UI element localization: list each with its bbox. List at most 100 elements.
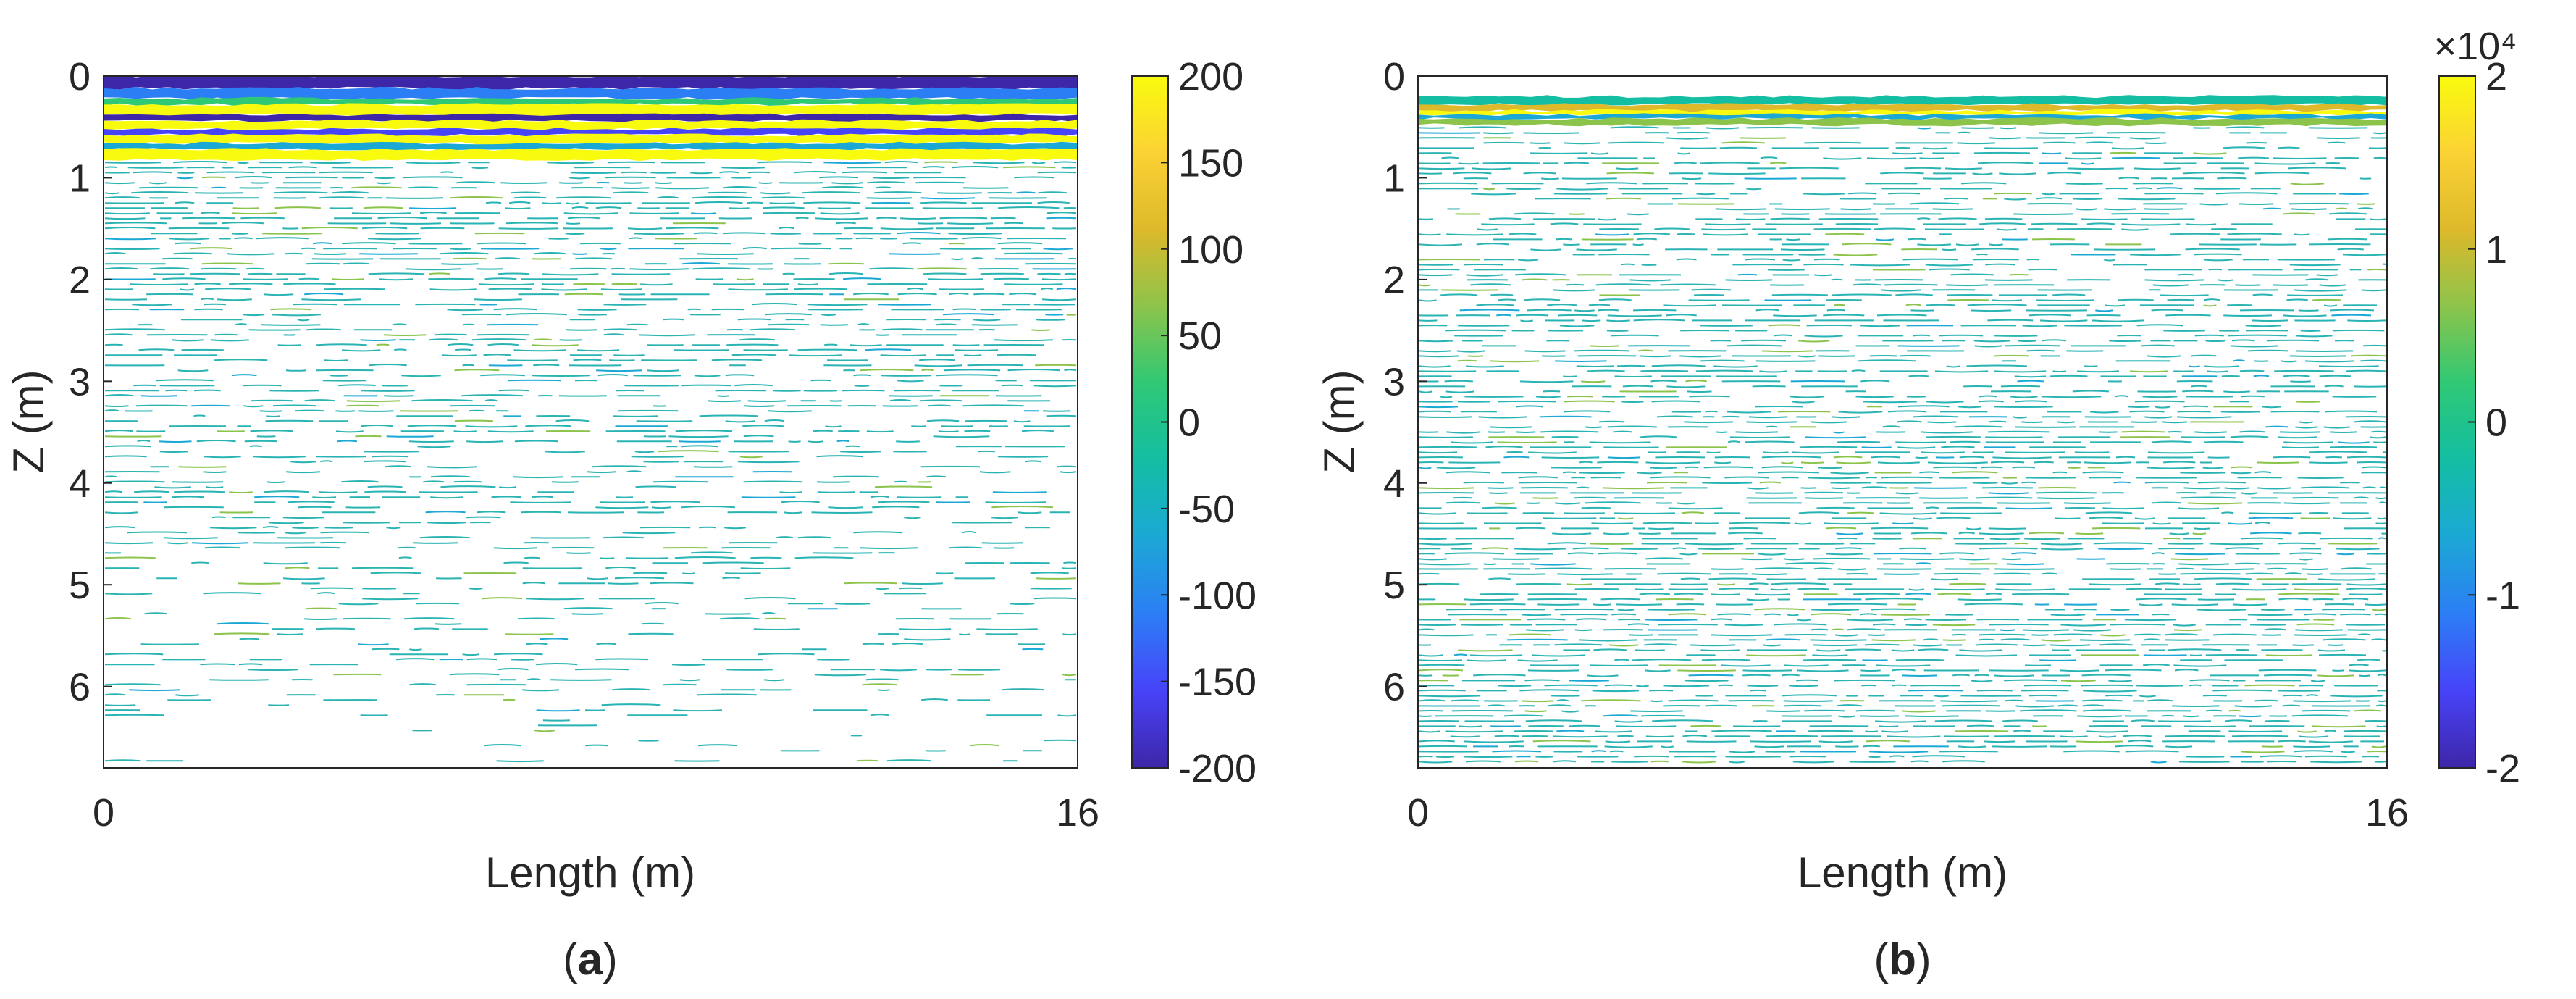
contour-line [1706,451,1721,454]
contour-line [177,369,209,372]
contour-line [1527,618,1566,621]
contour-line [1925,619,1967,621]
contour-line [693,232,718,235]
contour-line [1663,685,1710,687]
contour-line [2248,517,2294,519]
contour-line [304,292,344,296]
contour-line [277,344,301,346]
contour-line [1597,461,1639,464]
reflection-band [104,75,1078,90]
contour-line [1532,654,1586,657]
contour-line [462,653,479,656]
contour-line [779,227,794,230]
contour-line [2050,375,2088,377]
contour-line [739,456,763,459]
contour-line [1812,654,1848,657]
caption-open-a: ( [563,935,578,985]
contour-line [2365,603,2386,606]
contour-line [878,304,931,306]
contour-line [627,227,663,230]
contour-line [1872,623,1896,626]
contour-line [1614,659,1629,661]
contour-line [1419,167,1465,170]
contour-line [2204,440,2244,443]
contour-line [1871,608,1916,611]
contour-line [1865,730,1879,732]
contour-line [1528,451,1577,454]
contour-line [825,425,842,428]
y-tick-label: 6 [69,666,91,709]
contour-line [1419,233,1441,236]
contour-line [2089,517,2123,519]
contour-line [1955,654,2018,657]
contour-line [2257,461,2299,464]
contour-line [1660,283,1716,286]
contour-line [2346,588,2386,590]
contour-line [1687,390,1712,393]
contour-line [2358,633,2371,636]
contour-line [409,648,422,651]
contour-line [2165,735,2225,737]
contour-line [2323,304,2338,307]
contour-line [1728,532,1763,535]
contour-line [728,288,788,291]
colorbar-tick-label: 100 [1178,228,1243,272]
contour-line [2289,552,2322,555]
contour-line [1591,522,1633,524]
contour-line [1881,476,1933,479]
contour-line [2329,212,2367,215]
contour-line [1892,522,1914,525]
contour-line [702,561,764,564]
contour-line [1910,202,1960,205]
reflection-band [104,133,1078,145]
contour-line [2239,369,2265,372]
contour-line [358,643,389,646]
contour-line [1993,192,2032,195]
plot-frame-b [1417,75,2388,769]
contour-line [2225,719,2252,722]
contour-line [2067,167,2124,170]
contour-line [725,420,755,423]
contour-line [377,217,427,220]
contour-line [1674,593,1704,595]
contour-line [650,172,676,174]
contour-line [1905,624,1927,627]
contour-line [2260,609,2285,611]
contour-line [1004,283,1063,285]
contour-line [1445,390,1474,393]
contour-line [920,698,948,701]
contour-line [150,267,190,270]
contour-line [104,511,139,514]
contour-line [1803,193,1845,196]
contour-line [674,556,736,559]
contour-line [1919,471,1940,474]
contour-line [817,491,855,493]
contour-line [2304,613,2336,616]
contour-line [362,227,408,230]
contour-line [2308,740,2353,743]
contour-line [337,440,357,443]
contour-line [1458,162,1479,165]
contour-line [1949,582,1986,585]
contour-line [338,603,379,606]
contour-line [2186,223,2217,226]
contour-line [361,425,393,427]
contour-line [1559,325,1595,327]
contour-line [1636,685,1649,687]
contour-line [1681,511,1704,514]
contour-line [1593,603,1611,606]
contour-line [2089,411,2119,414]
contour-line [794,556,854,559]
contour-line [1853,593,1900,595]
contour-line [926,419,960,422]
contour-line [1682,761,1716,764]
contour-line [991,506,1054,509]
contour-line [2110,609,2130,611]
contour-line [2178,761,2230,763]
contour-line [484,277,517,280]
contour-line [1634,588,1664,590]
contour-line [613,354,645,356]
contour-line [603,333,624,336]
contour-line [595,658,648,661]
contour-line [1979,395,1997,398]
